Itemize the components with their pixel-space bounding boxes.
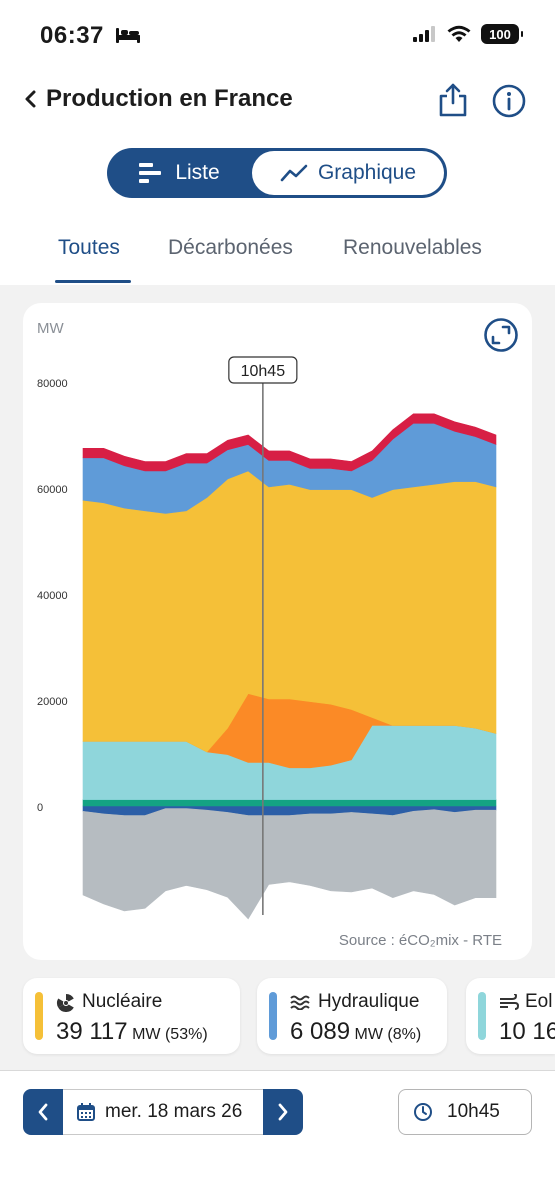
energy-card-value: 39 117 MW (53%) bbox=[56, 1018, 208, 1046]
series-area-7 bbox=[82, 413, 497, 472]
calendar-icon bbox=[77, 1103, 95, 1121]
y-tick-label: 0 bbox=[37, 802, 43, 814]
list-bars-icon bbox=[139, 163, 162, 183]
water-waves-icon bbox=[290, 995, 310, 1010]
selected-date: mer. 18 mars 26 bbox=[105, 1101, 243, 1122]
energy-card-title: Eol bbox=[499, 991, 552, 1013]
time-picker[interactable]: 10h45 bbox=[398, 1089, 532, 1135]
wind-icon bbox=[500, 994, 519, 1010]
chevron-right-icon bbox=[278, 1103, 288, 1121]
energy-color-bar bbox=[269, 992, 277, 1040]
status-indicators: 100 bbox=[413, 24, 523, 44]
energy-value-unit: MW bbox=[354, 1026, 383, 1043]
selected-time: 10h45 bbox=[447, 1101, 500, 1122]
y-tick-label: 60000 bbox=[37, 484, 68, 496]
trend-line-icon bbox=[280, 164, 308, 182]
energy-card-eolien[interactable]: Eol 10 16 bbox=[466, 978, 555, 1054]
tab-renouvelables[interactable]: Renouvelables bbox=[343, 236, 482, 259]
energy-cards: Nucléaire 39 117 MW (53%) Hydraulique 6 … bbox=[0, 978, 555, 1056]
energy-value-number: 39 117 bbox=[56, 1018, 128, 1045]
active-tab-indicator bbox=[55, 280, 131, 283]
energy-card-hydraulique[interactable]: Hydraulique 6 089 MW (8%) bbox=[257, 978, 447, 1054]
previous-day-button[interactable] bbox=[23, 1089, 63, 1135]
navigation-bar: Production en France bbox=[0, 72, 555, 128]
energy-value-number: 10 16 bbox=[499, 1018, 555, 1045]
bed-icon bbox=[116, 28, 140, 43]
status-time: 06:37 bbox=[40, 22, 104, 49]
back-button[interactable]: Production en France bbox=[22, 85, 293, 113]
next-day-button[interactable] bbox=[263, 1089, 303, 1135]
share-icon[interactable] bbox=[437, 82, 469, 118]
time-cursor-label: 10h45 bbox=[241, 363, 286, 380]
chart-source: Source : éCO₂mix - RTE bbox=[338, 932, 502, 949]
energy-value-percent: (53%) bbox=[164, 1026, 208, 1043]
series-area-2 bbox=[82, 799, 497, 807]
status-bar: 06:37 100 bbox=[0, 0, 555, 70]
energy-color-bar bbox=[478, 992, 486, 1040]
y-tick-label: 20000 bbox=[37, 696, 68, 708]
chart-card: 0 20000 40000 60000 80000 10h45 MW Source : é… bbox=[23, 303, 532, 960]
energy-value-percent: (8%) bbox=[387, 1026, 422, 1043]
tab-decarbonees[interactable]: Décarbonées bbox=[168, 236, 293, 259]
time-cursor-box bbox=[228, 356, 298, 384]
y-axis-unit-label: MW bbox=[37, 320, 64, 337]
energy-card-value: 6 089 MW (8%) bbox=[290, 1018, 421, 1046]
energy-card-label: Nucléaire bbox=[82, 991, 163, 1012]
nuclear-icon bbox=[56, 994, 74, 1012]
energy-value-number: 6 089 bbox=[290, 1018, 351, 1045]
energy-card-title: Hydraulique bbox=[290, 991, 419, 1013]
energy-card-label: Hydraulique bbox=[318, 991, 420, 1012]
clock-icon bbox=[414, 1103, 432, 1121]
filter-tabs: Toutes Décarbonées Renouvelables bbox=[0, 226, 555, 284]
chevron-left-icon bbox=[25, 90, 36, 108]
tab-toutes[interactable]: Toutes bbox=[58, 236, 120, 259]
list-view-label: Liste bbox=[175, 161, 220, 184]
date-picker: mer. 18 mars 26 bbox=[23, 1089, 303, 1135]
info-icon[interactable] bbox=[492, 84, 526, 118]
energy-card-nucleaire[interactable]: Nucléaire 39 117 MW (53%) bbox=[23, 978, 240, 1054]
y-tick-label: 80000 bbox=[37, 378, 68, 390]
series-area-1 bbox=[82, 808, 497, 920]
date-field[interactable]: mer. 18 mars 26 bbox=[63, 1089, 263, 1135]
battery-indicator: 100 bbox=[481, 24, 523, 44]
energy-card-label: Eol bbox=[525, 991, 553, 1012]
graph-view-label: Graphique bbox=[317, 161, 417, 184]
chevron-left-icon bbox=[38, 1103, 48, 1121]
page-title: Production en France bbox=[46, 85, 293, 112]
energy-value-unit: MW bbox=[132, 1026, 161, 1043]
wifi-icon bbox=[447, 25, 471, 42]
list-view-button[interactable]: Liste bbox=[107, 148, 252, 198]
view-toggle: Liste Graphique bbox=[107, 148, 447, 198]
y-tick-label: 40000 bbox=[37, 590, 68, 602]
signal-icon bbox=[413, 26, 435, 42]
expand-icon[interactable] bbox=[483, 317, 519, 353]
divider bbox=[0, 1070, 555, 1071]
energy-card-value: 10 16 bbox=[499, 1018, 555, 1046]
energy-card-title: Nucléaire bbox=[56, 991, 162, 1013]
production-chart[interactable]: 0 20000 40000 60000 80000 10h45 bbox=[23, 303, 532, 960]
graph-view-button[interactable]: Graphique bbox=[252, 151, 444, 195]
energy-color-bar bbox=[35, 992, 43, 1040]
